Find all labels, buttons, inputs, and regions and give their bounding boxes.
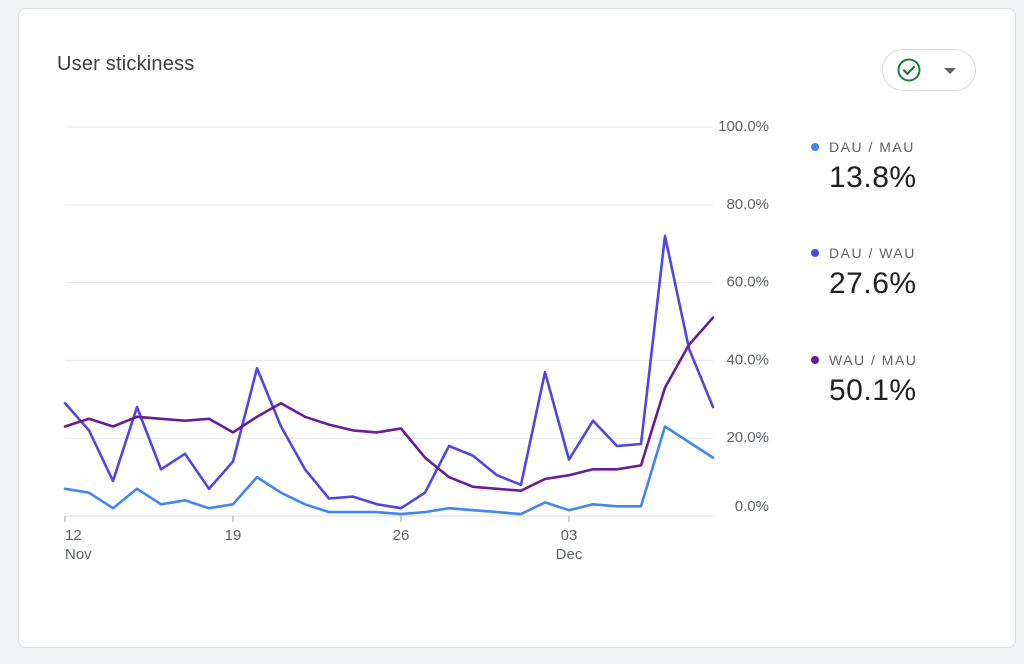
legend-label: WAU / MAU bbox=[829, 352, 918, 368]
legend-dot bbox=[811, 143, 819, 151]
x-tick-label: 19 bbox=[225, 527, 242, 544]
series-line-dau-mau bbox=[63, 425, 715, 516]
x-tick-sublabel: Dec bbox=[556, 546, 583, 563]
y-tick-label: 0.0% bbox=[735, 498, 769, 515]
legend-dot bbox=[811, 249, 819, 257]
x-tick-label: 03 bbox=[561, 527, 578, 544]
x-tick-sublabel: Nov bbox=[65, 546, 92, 563]
legend-header: DAU / MAU bbox=[811, 139, 917, 155]
legend-header: WAU / MAU bbox=[811, 352, 917, 368]
status-dropdown-button[interactable] bbox=[882, 49, 976, 91]
x-tick-label: 26 bbox=[393, 527, 410, 544]
user-stickiness-card: User stickiness DAU / MAU 13.8% DAU / WAU 2… bbox=[18, 8, 1016, 648]
legend-value: 13.8% bbox=[829, 161, 917, 194]
legend-entry: WAU / MAU 50.1% bbox=[811, 352, 917, 408]
check-circle-icon bbox=[897, 58, 921, 82]
legend-label: DAU / WAU bbox=[829, 245, 916, 261]
legend-entry: DAU / MAU 13.8% bbox=[811, 139, 917, 195]
y-tick-label: 80.0% bbox=[726, 196, 769, 213]
y-tick-label: 100.0% bbox=[718, 118, 769, 135]
card-title: User stickiness bbox=[57, 53, 195, 75]
y-tick-label: 60.0% bbox=[726, 274, 769, 291]
legend-label: DAU / MAU bbox=[829, 139, 915, 155]
legend-entry: DAU / WAU 27.6% bbox=[811, 245, 917, 301]
series-line-dau-wau bbox=[63, 234, 715, 510]
series-line-wau-mau bbox=[63, 316, 715, 493]
legend-dot bbox=[811, 356, 819, 364]
caret-down-icon bbox=[944, 68, 956, 74]
y-tick-label: 20.0% bbox=[726, 429, 769, 446]
legend-header: DAU / WAU bbox=[811, 245, 917, 261]
y-tick-label: 40.0% bbox=[726, 351, 769, 368]
legend-value: 27.6% bbox=[829, 267, 917, 300]
legend-value: 50.1% bbox=[829, 374, 917, 407]
x-tick-label: 12 bbox=[65, 527, 82, 544]
